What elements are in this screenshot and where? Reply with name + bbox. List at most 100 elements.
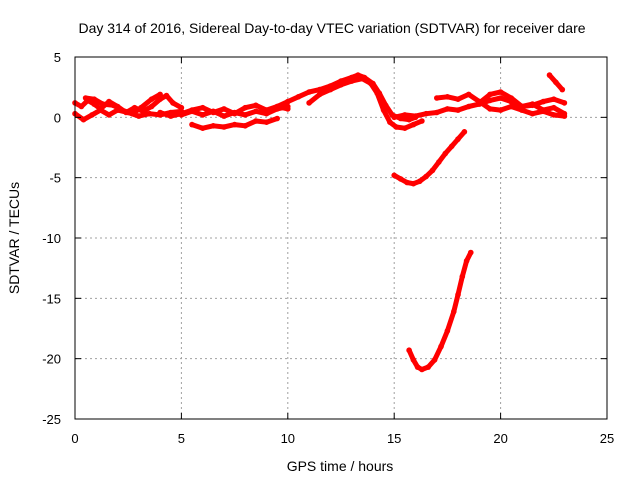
data-point [487,97,493,104]
data-point [221,124,227,130]
data-point [431,357,438,363]
data-point [455,107,461,113]
data-point [465,91,472,98]
data-point [414,364,421,370]
data-point [487,106,493,112]
data-point [380,107,387,113]
data-point [519,103,525,110]
data-point [463,258,470,264]
data-point [80,116,87,123]
data-point [146,110,153,117]
data-point [497,89,504,95]
data-point [263,119,270,125]
data-point [423,173,429,180]
data-point [106,112,112,118]
data-point [561,113,568,119]
data-point [487,91,493,98]
data-point [508,103,514,110]
data-point [119,107,125,113]
x-tick-label: 10 [281,431,295,446]
data-point [199,125,206,131]
data-point [451,308,457,315]
data-point [546,72,553,78]
data-point [434,109,440,116]
data-point [419,366,425,373]
y-axis-label: SDTVAR / TECUs [6,182,22,294]
data-point [402,112,408,118]
data-point [393,124,400,130]
data-point [99,101,106,107]
data-point [551,96,557,102]
data-point [285,98,291,105]
data-point [397,176,404,182]
x-tick-label: 25 [600,431,614,446]
data-point [129,110,136,117]
data-point [253,108,259,115]
data-point [148,96,155,102]
data-point [274,103,281,110]
data-point [455,136,461,142]
x-tick-label: 20 [493,431,507,446]
series-layer [72,72,568,373]
data-point [221,113,227,119]
data-point [231,121,238,128]
data-point [497,95,504,101]
data-point [263,109,270,116]
data-point [387,119,393,125]
data-point [210,123,217,129]
data-point [91,96,97,102]
data-point [97,107,104,113]
data-point [410,121,417,128]
data-point [444,106,451,112]
y-tick-label: -25 [42,412,61,427]
data-point [136,113,142,119]
data-point [306,89,312,95]
data-point [189,121,195,128]
data-point [89,112,95,118]
y-tick-label: -10 [42,231,61,246]
data-point [178,112,185,118]
data-point [540,108,546,115]
data-point [410,180,417,187]
data-point [459,273,466,280]
data-point [444,94,451,100]
data-point [316,91,323,98]
data-point [438,343,444,350]
data-point [391,172,398,179]
data-point [242,112,248,118]
data-point [455,96,461,102]
data-point [285,103,291,110]
data-point [476,100,483,106]
ticks [74,56,608,420]
data-point [327,86,334,93]
data-point [551,112,557,118]
data-point [410,357,417,363]
data-point [423,110,429,117]
data-point [425,364,432,370]
data-point [170,100,176,106]
data-point [402,125,408,131]
data-point [163,92,170,99]
data-point [436,159,442,165]
data-point [253,102,259,109]
data-point [559,86,566,93]
tick-labels: 0 5 10 15 20 25 5 0 -5 -10 -15 -20 -25 [42,50,614,446]
data-point [355,72,361,78]
data-point [529,110,536,117]
data-point [508,95,514,101]
data-point [465,103,472,110]
data-point [242,123,248,129]
data-point [316,86,323,93]
data-point [253,118,259,124]
y-tick-label: -15 [42,291,61,306]
data-point [110,102,117,109]
data-point [231,109,238,116]
series-track-13 [391,129,467,187]
data-point [338,82,344,88]
data-point [391,114,398,121]
data-point [442,150,449,157]
data-point [374,90,381,96]
data-point [189,108,195,115]
